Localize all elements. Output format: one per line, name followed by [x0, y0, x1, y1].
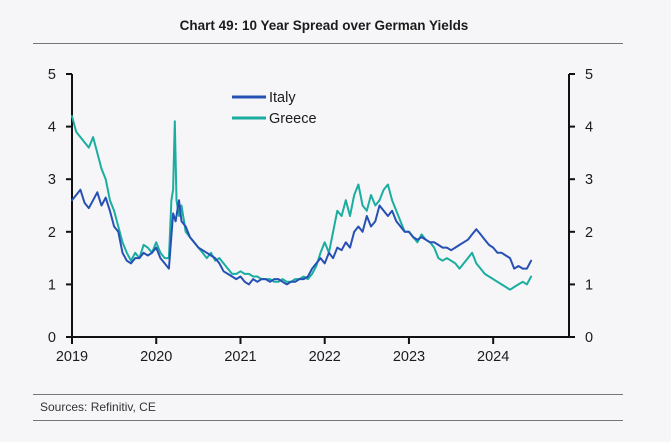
x-tick-label: 2019: [56, 349, 88, 365]
y-tick-label-left: 5: [48, 67, 56, 83]
y-tick-label-right: 0: [585, 330, 593, 346]
y-tick-label-right: 2: [585, 225, 593, 241]
y-tick-label-left: 4: [48, 120, 56, 136]
y-tick-label-left: 0: [48, 330, 56, 346]
legend-label-italy: Italy: [269, 90, 296, 106]
y-tick-label-left: 1: [48, 277, 56, 293]
legend: Italy Greece: [232, 90, 317, 127]
series-line-greece: [71, 115, 533, 291]
y-tick-label-left: 2: [48, 225, 56, 241]
y-tick-label-right: 1: [585, 277, 593, 293]
title-rule: [33, 43, 623, 44]
x-tick-label: 2023: [393, 349, 425, 365]
chart-title: Chart 49: 10 Year Spread over German Yie…: [179, 18, 469, 33]
series-layer: [71, 115, 533, 291]
legend-label-greece: Greece: [269, 111, 317, 127]
x-tick-label: 2021: [224, 349, 256, 365]
source-rule: [33, 394, 623, 395]
series-line-italy: [71, 188, 533, 286]
axes: 0 1 2 3 4 5 0 1 2 3 4 5 2019 2020 2021 2022 2023 2024: [48, 67, 593, 365]
x-tick-label: 2020: [140, 349, 172, 365]
x-tick-label: 2022: [309, 349, 341, 365]
source-note: Sources: Refinitiv, CE: [40, 400, 156, 414]
y-tick-label-right: 5: [585, 67, 593, 83]
y-tick-label-left: 3: [48, 172, 56, 188]
y-tick-label-right: 3: [585, 172, 593, 188]
x-tick-label: 2024: [477, 349, 509, 365]
bottom-rule: [33, 420, 623, 421]
y-tick-label-right: 4: [585, 120, 593, 136]
